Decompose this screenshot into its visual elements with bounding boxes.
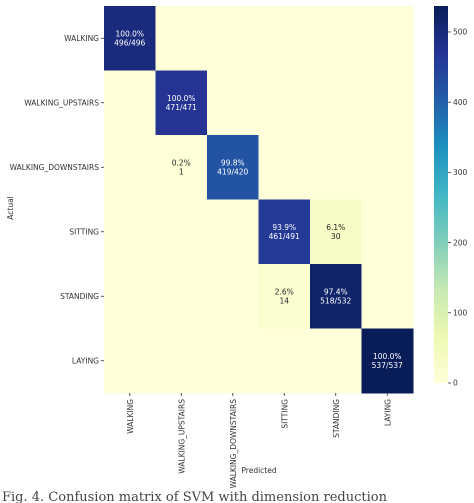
heatmap-cell-empty [155, 6, 208, 71]
y-tick-label: WALKING [64, 34, 99, 43]
cell-count-label: 1 [179, 167, 184, 176]
heatmap-cell-empty [361, 264, 414, 329]
y-tick-labels: WALKING WALKING_UPSTAIRS WALKING_DOWNSTAIR… [10, 34, 104, 365]
cell-count-label: 461/491 [269, 232, 300, 241]
colorbar-tick-label: 300 [453, 168, 468, 177]
x-tick-label: WALKING_UPSTAIRS [177, 399, 186, 474]
heatmap-cell-empty [310, 135, 362, 200]
heatmap-cell-4-3 [258, 264, 311, 329]
figure-caption: Fig. 4. Confusion matrix of SVM with dim… [2, 491, 387, 503]
heatmap-cell-empty [310, 70, 362, 136]
heatmap-cell-empty [104, 328, 156, 394]
heatmap-cells: 100.0%496/496100.0%471/4710.2%199.8%419/… [114, 29, 403, 370]
cell-count-label: 14 [279, 296, 289, 305]
cell-percent-label: 100.0% [115, 29, 144, 38]
heatmap-cell-empty [258, 328, 311, 394]
cell-count-label: 419/420 [217, 167, 248, 176]
x-tick-label: SITTING [280, 399, 289, 429]
heatmap-cell-empty [155, 199, 208, 265]
colorbar-tick-label: 0 [453, 379, 458, 388]
cell-percent-label: 6.1% [326, 223, 345, 232]
confusion-matrix-chart: 100.0%496/496100.0%471/4710.2%199.8%419/… [6, 6, 468, 489]
y-axis-label: Actual [6, 196, 15, 220]
heatmap-cell-empty [104, 135, 156, 200]
heatmap-cell-0-0 [104, 6, 156, 71]
cell-count-label: 471/471 [166, 103, 197, 112]
cell-count-label: 30 [331, 232, 341, 241]
x-tick-label: WALKING [126, 399, 135, 434]
x-tick-label: WALKING_DOWNSTAIRS [229, 399, 238, 489]
heatmap-cell-empty [258, 70, 311, 136]
cell-percent-label: 100.0% [373, 352, 402, 361]
heatmap-cell-empty [361, 6, 414, 71]
colorbar-gradient [434, 6, 448, 383]
heatmap-cell-empty [207, 328, 259, 394]
heatmap-cell-3-3 [258, 199, 311, 265]
cell-percent-label: 0.2% [172, 158, 191, 167]
cell-percent-label: 2.6% [275, 287, 294, 296]
heatmap-cell-1-1 [155, 70, 208, 136]
heatmap-cell-empty [104, 264, 156, 329]
heatmap-cell-empty [155, 328, 208, 394]
y-tick-label: LAYING [72, 356, 99, 365]
heatmap-cell-empty [258, 135, 311, 200]
cell-count-label: 518/532 [320, 296, 351, 305]
heatmap-cell-3-4 [310, 199, 362, 265]
heatmap-cell-empty [258, 6, 311, 71]
x-tick-label: LAYING [383, 399, 392, 426]
cell-percent-label: 93.9% [272, 223, 296, 232]
x-axis-label: Predicted [241, 466, 276, 475]
heatmap-cell-empty [310, 328, 362, 394]
y-tick-label: WALKING_UPSTAIRS [24, 98, 99, 107]
heatmap-cell-empty [155, 264, 208, 329]
heatmap-cell-4-4 [310, 264, 362, 329]
y-tick-label: SITTING [69, 227, 99, 236]
cell-percent-label: 100.0% [167, 94, 196, 103]
heatmap-cell-5-5 [361, 328, 414, 394]
heatmap-cell-empty [207, 264, 259, 329]
heatmap-cell-empty [207, 6, 259, 71]
heatmap-cell-empty [361, 199, 414, 265]
heatmap-cell-empty [361, 135, 414, 200]
cell-count-label: 537/537 [372, 361, 403, 370]
x-tick-labels: WALKING WALKING_UPSTAIRS WALKING_DOWNSTAIR… [126, 393, 392, 489]
heatmap-cell-empty [207, 199, 259, 265]
colorbar-tick-label: 400 [453, 98, 468, 107]
heatmap-cell-empty [361, 70, 414, 136]
heatmap-cell-empty [104, 70, 156, 136]
colorbar-tick-label: 200 [453, 238, 468, 247]
cell-percent-label: 97.4% [324, 287, 348, 296]
colorbar-tick-label: 100 [453, 308, 468, 317]
heatmap-cell-2-1 [155, 135, 208, 200]
heatmap-cell-empty [207, 70, 259, 136]
colorbar: 0 100 200 300 400 500 [434, 6, 468, 388]
x-tick-label: STANDING [332, 399, 341, 438]
heatmap-grid [104, 6, 414, 394]
heatmap-cell-empty [104, 199, 156, 265]
colorbar-tick-label: 500 [453, 28, 468, 37]
y-tick-label: WALKING_DOWNSTAIRS [10, 163, 100, 172]
cell-percent-label: 99.8% [221, 158, 245, 167]
y-tick-label: STANDING [60, 292, 99, 301]
heatmap-cell-empty [310, 6, 362, 71]
cell-count-label: 496/496 [114, 38, 145, 47]
heatmap-cell-2-2 [207, 135, 259, 200]
